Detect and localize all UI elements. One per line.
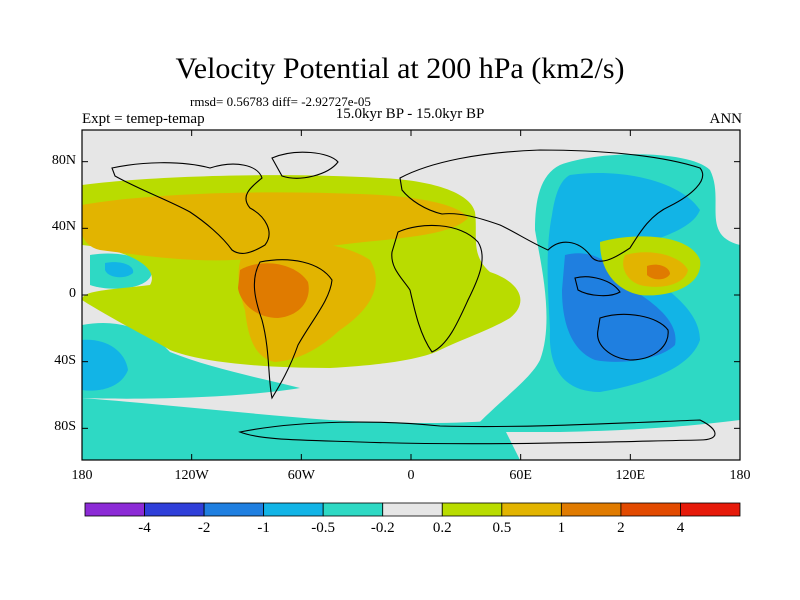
lon-tick-label: 180 — [729, 468, 751, 483]
coastline-australia — [597, 313, 669, 361]
lon-tick-label: 0 — [407, 468, 415, 483]
colorbar-tick-label: 2 — [617, 520, 625, 536]
lon-tick-label: 60E — [509, 468, 532, 483]
colorbar-tick-label: 0.5 — [492, 520, 512, 536]
lat-tick-label: 0 — [69, 286, 76, 301]
lat-tick-label: 40S — [54, 352, 76, 368]
lon-tick-label: 180 — [71, 468, 93, 483]
field-cyan-south — [82, 398, 520, 460]
coastline-eurasia — [399, 149, 703, 262]
field-lightblue-west-south — [82, 339, 128, 391]
colorbar-tick-label: 4 — [676, 520, 685, 536]
coastline-south-america — [253, 259, 333, 400]
field-orange-samerica — [238, 263, 309, 318]
colorbar-tick-label: -2 — [197, 520, 211, 536]
field-yellow-north — [82, 192, 468, 261]
lat-tick-label: 40N — [51, 219, 76, 235]
colorbar-tick-label: 1 — [557, 520, 566, 536]
plot-title: Velocity Potential at 200 hPa (km2/s) — [175, 52, 625, 85]
field-orange-wpac — [647, 264, 670, 280]
coastline-maritime — [574, 276, 621, 297]
experiment-label: Expt = temep-temap — [82, 111, 205, 127]
coastline-africa — [391, 224, 483, 353]
field-lightblue-west-north — [105, 262, 134, 278]
coastline-north-america — [111, 162, 270, 254]
lon-tick-label: 60W — [287, 468, 315, 483]
coastline-greenland — [271, 151, 339, 179]
lat-tick-label: 80S — [54, 419, 76, 435]
axis-ticks — [81, 130, 741, 460]
season-label: ANN — [709, 111, 743, 127]
colorbar-tick-label: -0.2 — [370, 520, 395, 536]
coastline-antarctica — [238, 419, 716, 445]
lon-tick-label: 120W — [174, 468, 209, 483]
period-label: 15.0kyr BP - 15.0kyr BP — [335, 106, 485, 122]
field-cyan-west-south — [82, 323, 300, 399]
coastlines — [111, 149, 716, 445]
colorbar-tick-label: -0.5 — [311, 520, 336, 536]
colorbar-tick-label: 0.2 — [432, 520, 452, 536]
colorbar-tick-label: -1 — [257, 520, 270, 536]
colorbar-tick-label: -4 — [138, 520, 151, 536]
field-blue-east — [562, 253, 676, 362]
lon-tick-label: 120E — [615, 468, 646, 483]
stats-text: rmsd= 0.56783 diff= -2.92727e-05 — [190, 94, 371, 109]
lat-tick-label: 80N — [51, 152, 76, 168]
